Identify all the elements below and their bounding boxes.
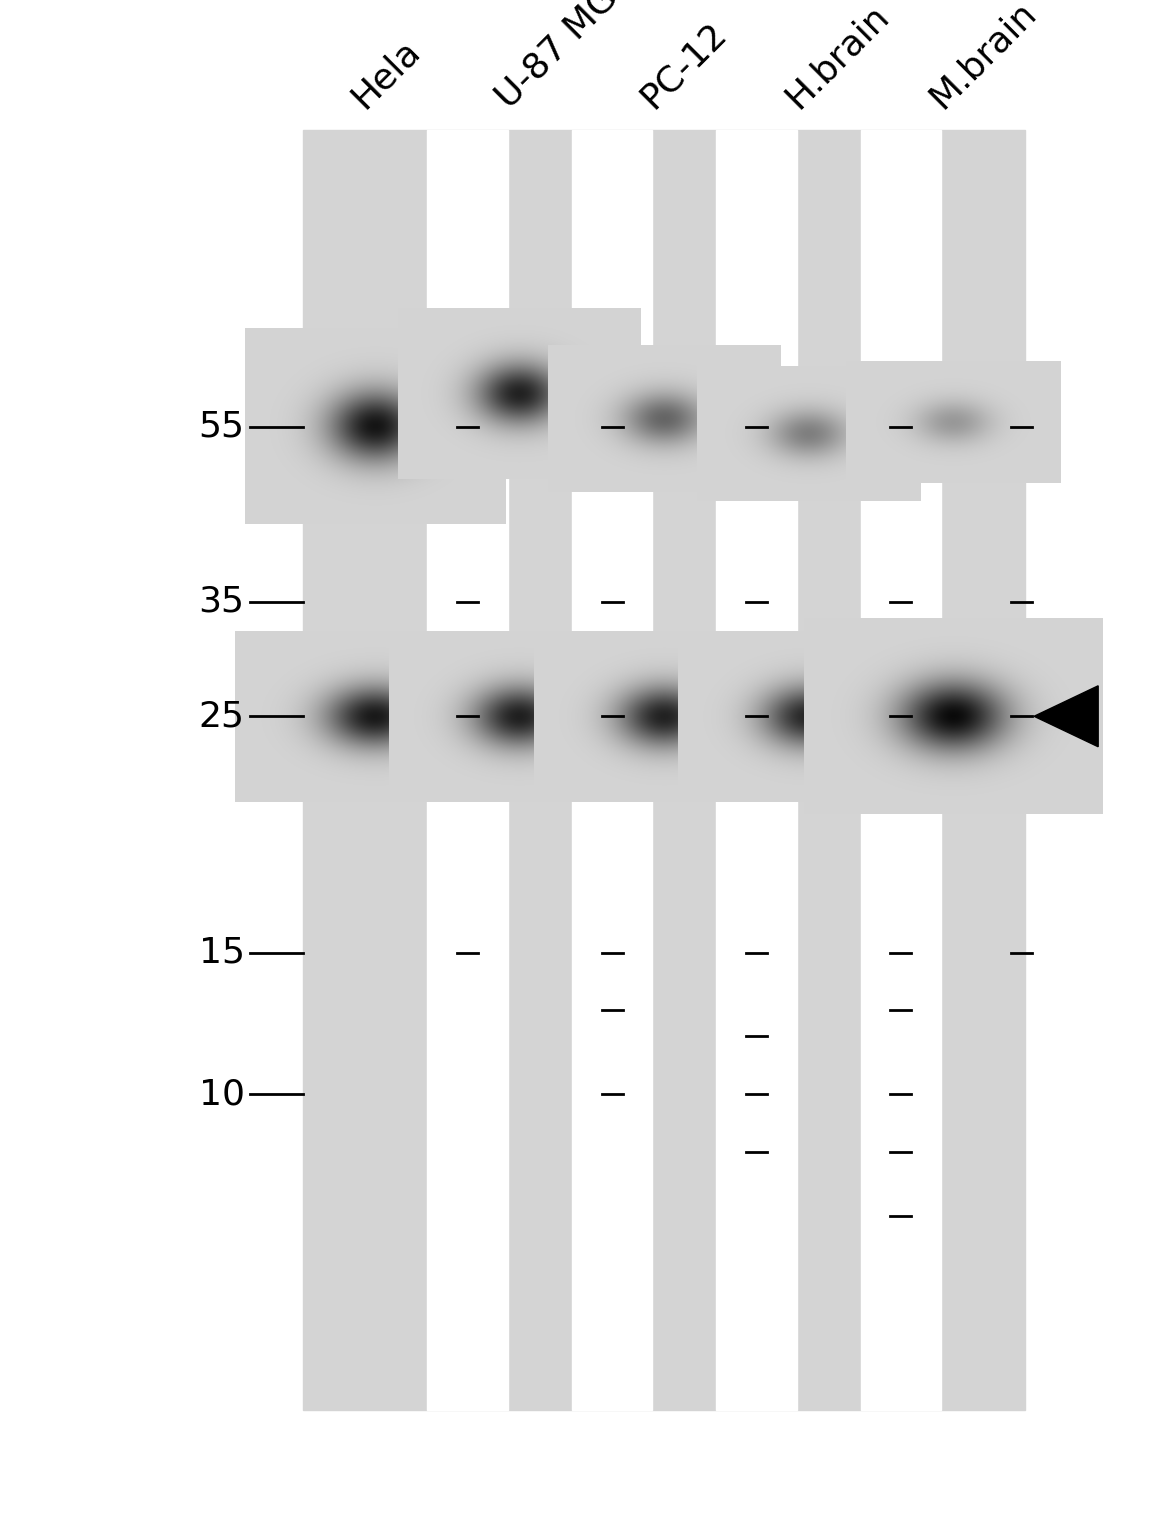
Text: H.brain: H.brain — [778, 0, 895, 114]
Text: U-87 MG: U-87 MG — [489, 0, 624, 114]
Text: M.brain: M.brain — [923, 0, 1043, 114]
Text: PC-12: PC-12 — [634, 15, 733, 114]
Polygon shape — [1035, 686, 1099, 747]
Text: 55: 55 — [199, 410, 245, 443]
Text: 15: 15 — [199, 936, 245, 969]
Bar — [428, 130, 508, 1410]
Bar — [303, 130, 1025, 1410]
Bar — [861, 130, 941, 1410]
Text: 35: 35 — [199, 585, 245, 619]
Text: 25: 25 — [199, 700, 245, 733]
Bar — [716, 130, 797, 1410]
Bar — [572, 130, 652, 1410]
Text: Hela: Hela — [345, 34, 426, 114]
Text: 10: 10 — [199, 1077, 245, 1111]
